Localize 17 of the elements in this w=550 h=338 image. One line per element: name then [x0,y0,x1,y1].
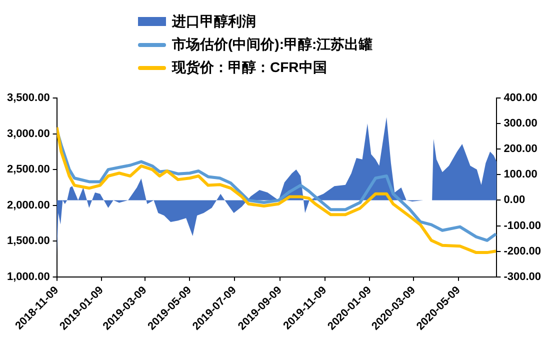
y2-tick-label: 100.00 [504,168,538,181]
y2-tick-label: -100.00 [504,220,542,232]
y-tick-label: 2,500.00 [6,164,50,176]
y2-tick-label: -300.00 [504,270,542,283]
legend-label: 现货价：甲醇：CFR中国 [172,58,327,76]
y-tick-label: 2,000.00 [6,199,50,212]
y2-tick-label: 400.00 [504,92,538,104]
y-tick-label: 1,500.00 [6,235,50,248]
legend-label: 进口甲醇利润 [172,12,256,30]
y2-tick-label: 200.00 [504,143,538,156]
y2-tick-label: -200.00 [504,245,542,258]
y-tick-label: 1,000.00 [6,270,50,283]
y-tick-label: 3,000.00 [6,128,50,140]
y-tick-label: 3,500.00 [6,92,50,104]
y2-tick-label: 0.00 [504,194,526,206]
legend-label: 市场估价(中间价):甲醇:江苏出罐 [172,36,373,54]
y2-tick-label: 300.00 [504,118,538,130]
